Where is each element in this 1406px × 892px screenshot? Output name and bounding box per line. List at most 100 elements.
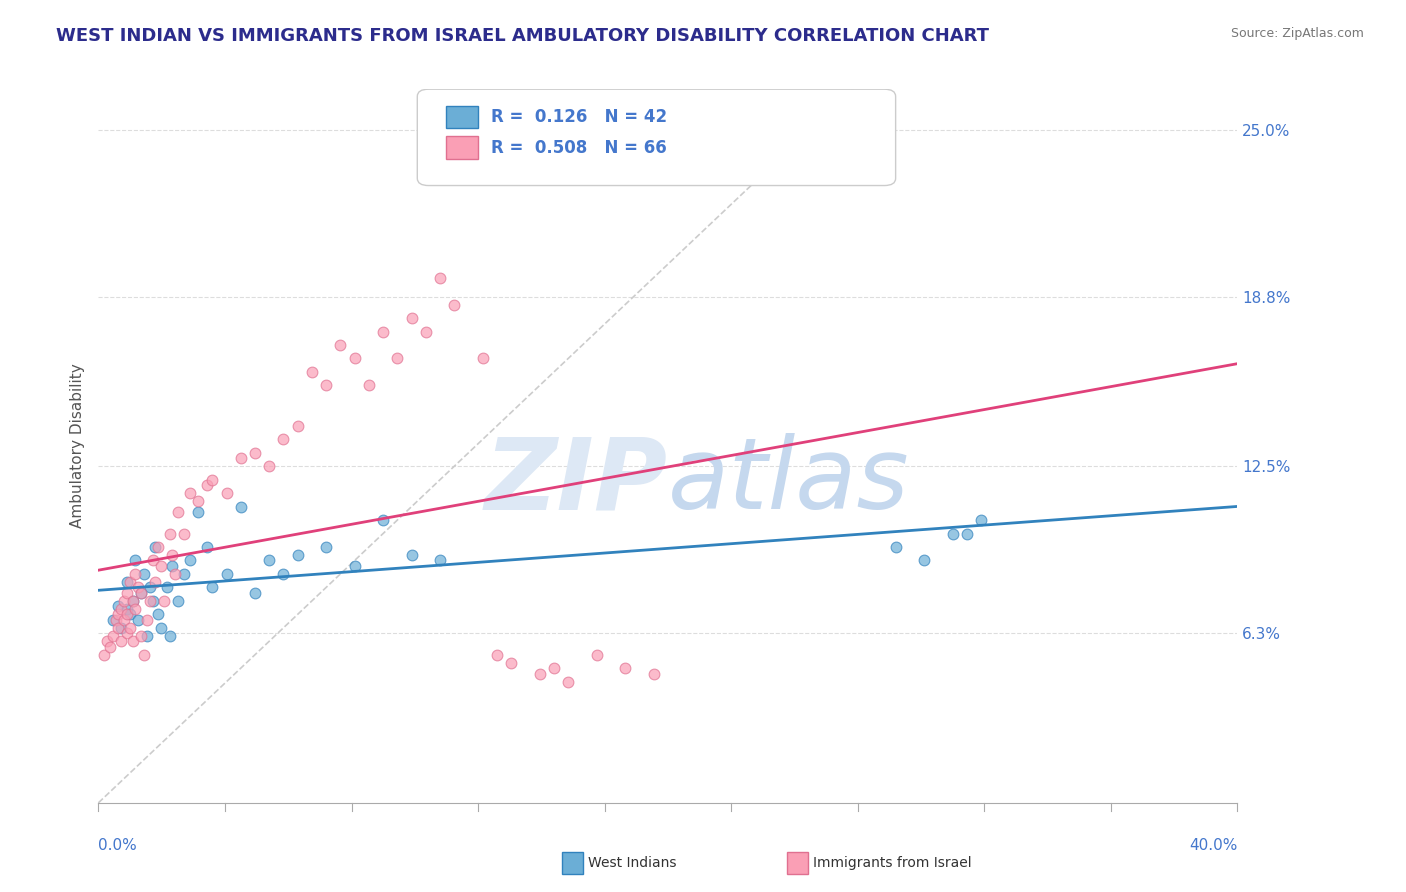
Point [118, 574, 141, 589]
Point [132, 566, 155, 581]
Point [273, 432, 295, 446]
Point [115, 586, 138, 600]
Point [101, 613, 124, 627]
Point [173, 526, 195, 541]
Point [156, 580, 179, 594]
Point [150, 558, 173, 573]
Point [195, 540, 218, 554]
Point [179, 486, 201, 500]
Point [329, 338, 352, 352]
Point [110, 634, 132, 648]
Point [162, 548, 184, 562]
Text: R =  0.126   N = 42: R = 0.126 N = 42 [491, 108, 668, 126]
Point [942, 526, 965, 541]
Point [115, 602, 138, 616]
Point [373, 513, 395, 527]
Point [159, 629, 181, 643]
Point [107, 621, 129, 635]
Point [173, 566, 195, 581]
Point [415, 325, 437, 339]
Point [501, 656, 523, 670]
Point [301, 365, 323, 379]
Point [387, 351, 409, 366]
Text: atlas: atlas [668, 434, 910, 530]
Point [167, 594, 190, 608]
Point [118, 607, 141, 622]
Point [107, 607, 129, 622]
Point [201, 473, 224, 487]
Point [884, 540, 907, 554]
Point [124, 553, 146, 567]
Bar [446, 105, 478, 128]
Point [529, 666, 551, 681]
Point [153, 594, 176, 608]
Point [121, 594, 143, 608]
Point [101, 629, 124, 643]
Text: Immigrants from Israel: Immigrants from Israel [813, 856, 972, 871]
Point [124, 566, 146, 581]
Point [259, 553, 281, 567]
Text: 40.0%: 40.0% [1189, 838, 1237, 854]
Point [259, 459, 281, 474]
Point [138, 594, 160, 608]
Point [429, 270, 451, 285]
Point [373, 325, 395, 339]
Point [201, 580, 224, 594]
Point [135, 629, 157, 643]
Point [187, 505, 209, 519]
Point [215, 566, 238, 581]
Point [162, 558, 184, 573]
Point [243, 446, 266, 460]
Point [585, 648, 607, 662]
Point [357, 378, 380, 392]
Bar [446, 136, 478, 159]
Point [132, 648, 155, 662]
Point [129, 586, 152, 600]
Point [229, 500, 252, 514]
Point [150, 621, 173, 635]
Point [287, 548, 309, 562]
Point [110, 602, 132, 616]
Text: WEST INDIAN VS IMMIGRANTS FROM ISRAEL AMBULATORY DISABILITY CORRELATION CHART: WEST INDIAN VS IMMIGRANTS FROM ISRAEL AM… [56, 27, 990, 45]
Point [486, 648, 509, 662]
Point [215, 486, 238, 500]
Point [165, 566, 187, 581]
Point [124, 602, 146, 616]
Point [112, 613, 135, 627]
Point [115, 626, 138, 640]
Point [229, 451, 252, 466]
Point [543, 661, 565, 675]
Point [145, 540, 167, 554]
Point [98, 640, 121, 654]
Point [129, 629, 152, 643]
Point [93, 648, 115, 662]
Point [401, 548, 423, 562]
Text: ZIP: ZIP [485, 434, 668, 530]
Point [96, 634, 118, 648]
Point [179, 553, 201, 567]
Point [121, 634, 143, 648]
Point [273, 566, 295, 581]
Point [110, 621, 132, 635]
Point [471, 351, 494, 366]
Text: R =  0.508   N = 66: R = 0.508 N = 66 [491, 139, 666, 157]
Point [243, 586, 266, 600]
Point [401, 311, 423, 326]
Point [443, 298, 465, 312]
Point [557, 674, 579, 689]
Y-axis label: Ambulatory Disability: Ambulatory Disability [69, 364, 84, 528]
Point [956, 526, 979, 541]
Point [127, 580, 149, 594]
Point [115, 574, 138, 589]
Point [315, 540, 337, 554]
Text: West Indians: West Indians [588, 856, 676, 871]
Point [614, 661, 637, 675]
Point [115, 607, 138, 622]
Point [912, 553, 935, 567]
Point [107, 599, 129, 614]
Point [135, 613, 157, 627]
Point [643, 666, 665, 681]
FancyBboxPatch shape [418, 89, 896, 186]
Point [343, 558, 366, 573]
Point [970, 513, 993, 527]
